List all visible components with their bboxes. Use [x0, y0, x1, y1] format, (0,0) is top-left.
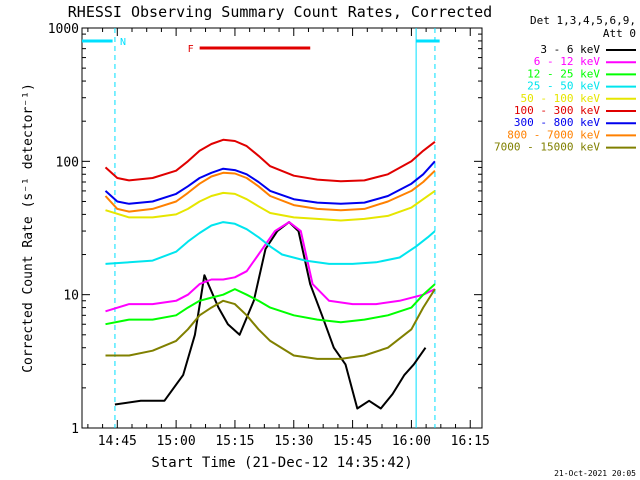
plot-frame	[81, 27, 483, 429]
series-line	[105, 221, 436, 265]
y-tick-label: 1000	[48, 22, 79, 37]
x-tick-label: 15:30	[274, 434, 313, 449]
y-axis: 1 10 100 1000	[48, 22, 482, 437]
y-axis-label: Corrected Count Rate (s⁻¹ detector⁻¹)	[21, 83, 36, 373]
chart-title: RHESSI Observing Summary Count Rates, Co…	[68, 3, 492, 21]
legend-label: 100 - 300 keV	[514, 104, 600, 117]
legend-header: Det 1,3,4,5,6,9,	[530, 14, 636, 27]
x-tick-label: 15:00	[157, 434, 196, 449]
x-tick-label: 14:45	[98, 434, 137, 449]
series-line	[104, 138, 436, 183]
series-line	[104, 169, 436, 213]
x-axis-label: Start Time (21-Dec-12 14:35:42)	[151, 455, 412, 471]
legend-label: 25 - 50 keV	[527, 80, 600, 93]
legend-label: 800 - 7000 keV	[507, 128, 600, 141]
generation-timestamp: 21-Oct-2021 20:05	[554, 469, 636, 478]
legend-label: 3 - 6 keV	[540, 43, 600, 56]
y-tick-label: 1	[71, 422, 79, 437]
series-line	[105, 221, 436, 313]
flare-label: F	[188, 44, 194, 55]
night-label: N	[120, 37, 126, 48]
y-tick-label: 100	[56, 155, 79, 170]
x-tick-label: 15:15	[215, 434, 254, 449]
series-line	[114, 221, 427, 410]
series-line	[105, 288, 436, 360]
y-tick-label: 10	[63, 289, 79, 304]
x-axis: 14:45 15:00 15:15 15:30 15:45 16:00 16:15	[87, 28, 490, 449]
legend-label: 7000 - 15000 keV	[494, 141, 600, 154]
series-line	[104, 160, 436, 205]
x-tick-label: 16:00	[392, 434, 431, 449]
legend-label: 6 - 12 keV	[534, 55, 601, 68]
legend-label: 300 - 800 keV	[514, 116, 600, 129]
legend-label: 50 - 100 keV	[521, 92, 601, 105]
series-line	[105, 190, 436, 222]
flare-annotation: F	[188, 44, 311, 55]
legend-label: 12 - 25 keV	[527, 67, 600, 80]
series-lines	[104, 138, 436, 410]
x-tick-label: 16:15	[451, 434, 490, 449]
legend-header: Att 0	[603, 27, 636, 40]
series-line	[105, 283, 436, 326]
night-annotations: N	[82, 28, 440, 428]
x-tick-label: 15:45	[333, 434, 372, 449]
